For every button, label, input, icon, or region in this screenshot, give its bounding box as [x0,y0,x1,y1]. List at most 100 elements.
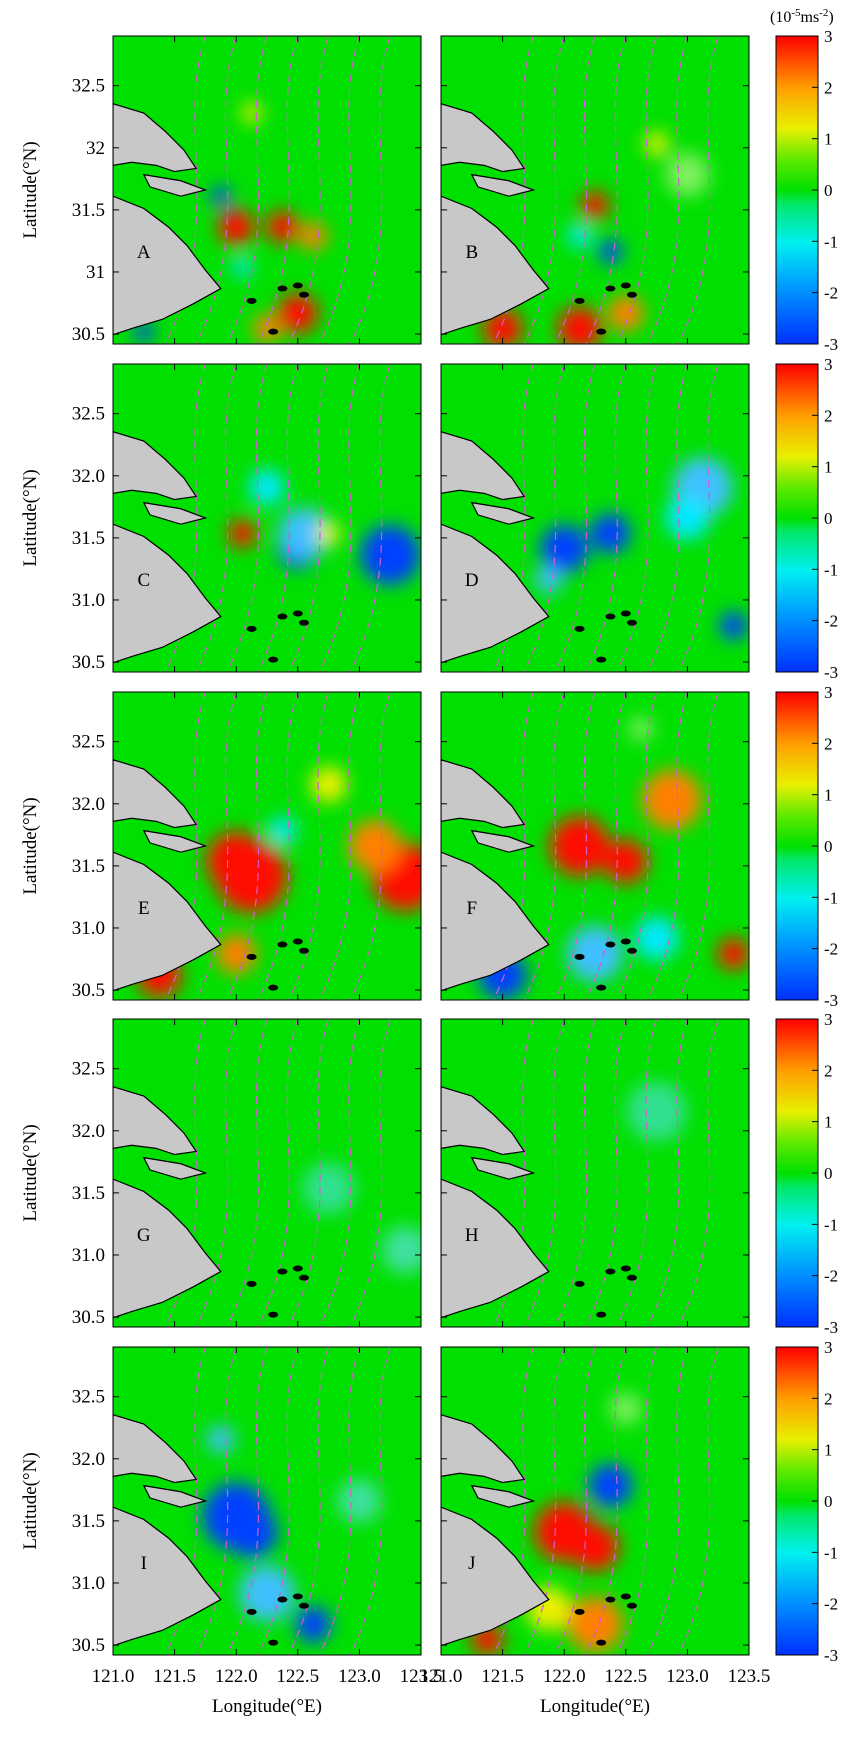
y-tick-label: 30.5 [72,980,105,1001]
colorbar [775,35,819,345]
unit-part: (10 [770,9,791,26]
field-blob [348,820,401,872]
isobath [677,36,719,344]
y-tick-label: 31.5 [72,528,105,549]
field-blob [253,314,281,343]
field-blob [609,1392,642,1425]
blobs [478,716,749,1000]
isobath [195,1019,237,1327]
isobath [677,364,719,672]
colorbar-tick-label: -1 [824,232,838,251]
field-blob [644,131,669,156]
field-blob [310,766,347,803]
y-tick-label: 32.0 [72,1449,105,1470]
field-blob [277,293,318,334]
y-axis-label: Latitude(°N) [20,141,41,238]
isobath [318,364,360,672]
land [113,103,198,173]
colorbar-tick-label: 3 [824,1010,833,1029]
land [142,829,208,853]
island [605,941,616,948]
island [277,1268,288,1275]
y-tick-label: 32 [86,138,105,159]
land [441,851,550,992]
land [470,173,536,197]
field-blob [567,224,592,249]
map-panel: J [440,1346,750,1656]
panel-frame [440,1346,750,1656]
x-tick-label: 123.5 [728,1666,771,1687]
field [113,36,421,344]
map-panel: D [440,363,750,673]
map-panel: A [112,35,422,345]
isobath [585,1019,627,1327]
island [246,1608,257,1615]
island [574,297,585,304]
map-panel: G [112,1018,422,1328]
colorbar-tick-label: -3 [824,1646,838,1665]
land [441,1086,526,1156]
field-blob [239,1565,295,1622]
field-blob [216,933,257,974]
x-tick-label: 122.0 [543,1666,586,1687]
panel-frame [112,1346,422,1656]
island [277,1596,288,1603]
blobs [626,1081,687,1142]
field [113,692,421,1000]
colorbar-tick-label: 1 [824,458,833,477]
panel-letter: J [468,1553,475,1574]
land [113,851,222,992]
panel-letter: D [465,570,479,591]
colorbar-tick-label: 2 [824,1389,833,1408]
land [113,431,198,501]
panel-frame [112,1018,422,1328]
island [620,938,631,945]
y-tick-label: 32.5 [72,732,105,753]
island [268,1639,279,1646]
field-blob [626,1081,687,1142]
colorbar-tick-label: 3 [824,27,833,46]
isobath [349,1347,391,1655]
field-blob [266,210,299,243]
land [142,1484,208,1508]
island [268,328,279,335]
y-tick-label: 32.5 [72,1387,105,1408]
unit-part: ms [801,9,820,26]
field [113,1347,421,1655]
colorbar-tick-label: 3 [824,1338,833,1357]
field-blob [206,1425,235,1454]
field-blob [665,496,710,540]
field [441,1019,749,1327]
colorbar-tick-label: -2 [824,1595,838,1614]
y-tick-label: 30.5 [72,652,105,673]
field-blob [295,1606,332,1643]
y-tick-label: 30.5 [72,1635,105,1656]
land [113,759,198,829]
field-blob [225,1505,278,1558]
field-blob [642,769,702,830]
y-tick-label: 31 [86,262,105,283]
land [113,1086,198,1156]
land [142,1156,208,1180]
island [605,285,616,292]
field [113,364,421,672]
colorbar-tick-label: -3 [824,335,838,354]
field-blob [268,816,297,845]
colorbar [775,1346,819,1656]
field-blob [299,222,328,251]
island [605,613,616,620]
isobath [523,1347,565,1655]
field [441,364,749,672]
field-blob [581,191,609,220]
field-blob [241,103,262,123]
isobath [677,1347,719,1655]
field-blob [337,1479,382,1523]
y-axis-label: Latitude(°N) [20,797,41,894]
field-blob [316,521,341,546]
panel-letter: F [467,898,478,919]
x-tick-label: 121.0 [92,1666,135,1687]
isobath [318,1019,360,1327]
unit-part: ) [828,9,833,26]
field-blob [634,916,679,961]
isobath [257,1347,299,1655]
